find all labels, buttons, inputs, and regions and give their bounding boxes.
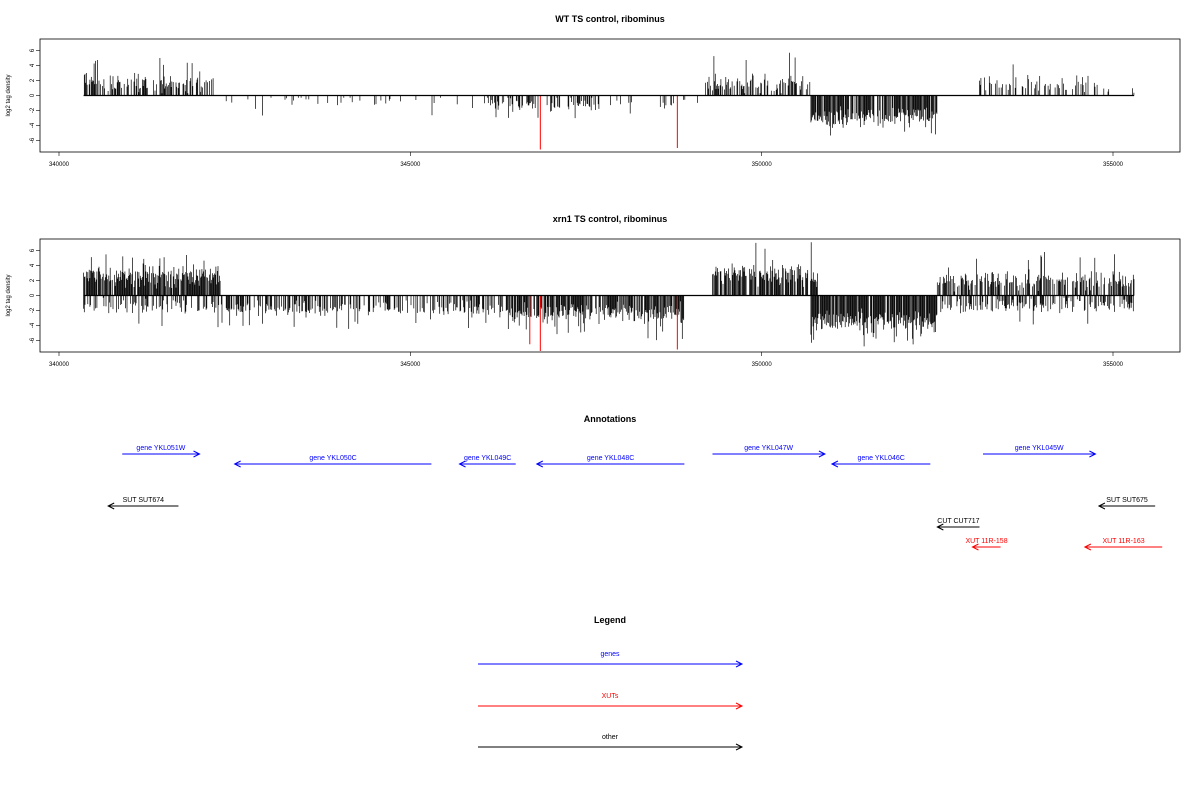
gene-label: gene YKL047W — [744, 445, 793, 452]
xut-label: XUT 11R-158 — [965, 538, 1007, 545]
y-tick-label: -6 — [30, 337, 36, 343]
x-tick-label: 355000 — [1103, 362, 1124, 368]
density-bars — [83, 242, 1135, 347]
gene-label: gene YKL050C — [309, 455, 356, 462]
xut-arrow — [971, 543, 1001, 551]
x-tick-label: 340000 — [49, 162, 70, 168]
other-label: SUT SUT675 — [1106, 497, 1148, 504]
x-axis: 340000 345000 350000 355000 — [49, 152, 1124, 168]
arrow-head — [936, 523, 944, 531]
legend-arrow — [478, 702, 744, 710]
other-arrow — [1097, 502, 1156, 510]
y-tick-label: 6 — [30, 48, 36, 52]
gene-label: gene YKL049C — [464, 455, 511, 462]
x-tick-label: 345000 — [400, 362, 421, 368]
x-tick-label: 345000 — [400, 162, 421, 168]
legend-title: Legend — [594, 615, 626, 625]
y-axis-label: log2 tag density — [6, 74, 12, 116]
gene-arrow — [458, 460, 516, 468]
arrow-head — [971, 543, 979, 551]
gene-arrow — [233, 460, 432, 468]
y-tick-label: -4 — [30, 322, 36, 328]
chart-panel-2: xrn1 TS control, ribominus 6 4 2 0 -2 -4 -6 log2… — [6, 214, 1181, 368]
arrow-head — [735, 660, 744, 668]
arrow-head — [458, 460, 466, 468]
arrow-head — [735, 702, 744, 710]
chart-title: WT TS control, ribominus — [555, 14, 665, 24]
xut-label: XUT 11R-163 — [1102, 538, 1144, 545]
x-tick-label: 355000 — [1103, 162, 1124, 168]
arrow-head — [107, 502, 115, 510]
y-tick-label: -2 — [30, 307, 36, 313]
y-tick-label: 6 — [30, 248, 36, 252]
legend-arrow — [478, 660, 744, 668]
y-axis-label: log2 tag density — [6, 274, 12, 316]
arrow-head — [535, 460, 544, 468]
y-tick-label: 4 — [30, 263, 36, 267]
y-tick-label: -4 — [30, 122, 36, 128]
xut-arrow — [1083, 543, 1163, 551]
arrow-head — [818, 450, 827, 458]
gene-label: gene YKL048C — [587, 455, 634, 462]
other-label: CUT CUT717 — [937, 518, 979, 525]
gene-arrow — [830, 460, 931, 468]
annotations-panel: Annotations gene YKL051W gene YKL050C gene … — [107, 414, 1163, 551]
x-tick-label: 350000 — [752, 162, 773, 168]
chart-panel-1: WT TS control, ribominus 6 4 2 0 -2 -4 -6 log2 t… — [6, 14, 1181, 168]
gene-arrow — [712, 450, 827, 458]
other-arrow — [107, 502, 179, 510]
legend-arrow — [478, 743, 744, 751]
y-tick-label: 4 — [30, 63, 36, 67]
y-axis: 6 4 2 0 -2 -4 -6 log2 tag density — [6, 248, 40, 343]
legend-label: other — [602, 734, 619, 741]
chart-title: xrn1 TS control, ribominus — [553, 214, 668, 224]
density-bars — [83, 52, 1135, 136]
x-axis: 340000 345000 350000 355000 — [49, 352, 1124, 368]
y-tick-label: -2 — [30, 107, 36, 113]
y-tick-label: 0 — [30, 93, 36, 97]
arrow-head — [735, 743, 744, 751]
gene-arrow — [122, 450, 201, 458]
x-tick-label: 350000 — [752, 362, 773, 368]
gene-arrow — [535, 460, 685, 468]
y-tick-label: -6 — [30, 137, 36, 143]
arrow-head — [830, 460, 839, 468]
gene-label: gene YKL046C — [857, 455, 904, 462]
annotations-title: Annotations — [584, 414, 637, 424]
gene-arrow — [983, 450, 1097, 458]
y-axis: 6 4 2 0 -2 -4 -6 log2 tag density — [6, 48, 40, 143]
legend: Legend genes XUTs other — [478, 615, 744, 751]
gene-label: gene YKL051W — [136, 445, 185, 452]
other-arrow — [936, 523, 980, 531]
legend-label: XUTs — [602, 693, 619, 700]
y-tick-label: 2 — [30, 78, 36, 82]
x-tick-label: 340000 — [49, 362, 70, 368]
arrow-head — [193, 450, 201, 458]
gene-label: gene YKL045W — [1015, 445, 1064, 452]
y-tick-label: 2 — [30, 278, 36, 282]
other-label: SUT SUT674 — [123, 497, 165, 504]
arrow-head — [1089, 450, 1097, 458]
legend-label: genes — [600, 651, 620, 658]
arrow-head — [1083, 543, 1092, 551]
arrow-head — [233, 460, 241, 468]
arrow-head — [1097, 502, 1106, 510]
y-tick-label: 0 — [30, 293, 36, 297]
